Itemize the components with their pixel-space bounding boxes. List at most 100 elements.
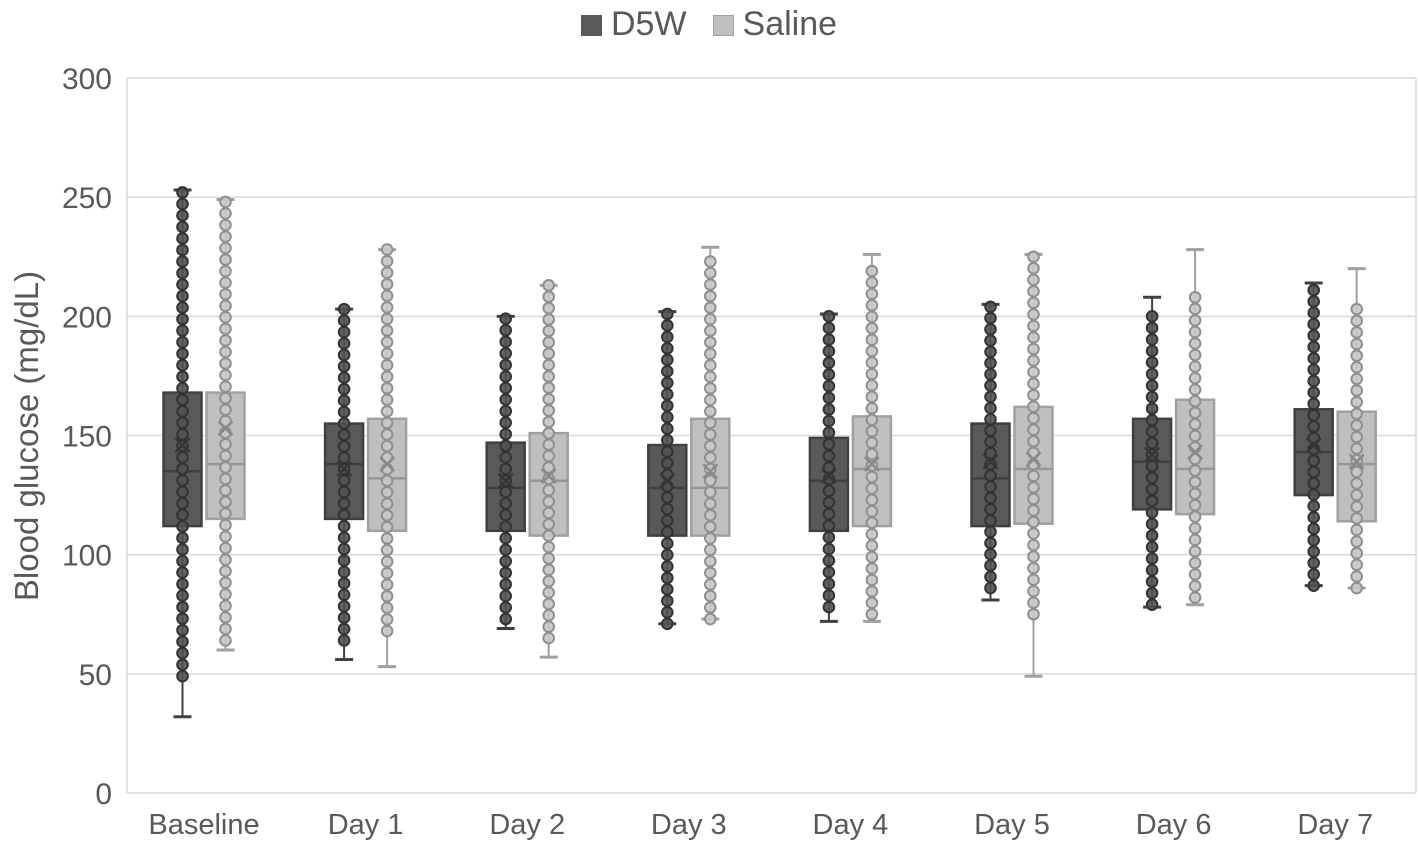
data-point (1145, 575, 1159, 588)
mean-marker (863, 456, 880, 473)
data-point (1027, 481, 1040, 494)
data-point (704, 324, 717, 338)
y-tick-label: 0 (95, 778, 112, 811)
legend-label-d5w: D5W (610, 5, 687, 43)
data-point (337, 588, 351, 602)
data-point (1307, 329, 1320, 342)
data-point (822, 310, 836, 323)
data-point (219, 264, 232, 278)
data-point (704, 543, 717, 557)
data-point (176, 404, 189, 418)
x-category-label: Day 1 (328, 809, 404, 841)
mean-marker (1187, 444, 1204, 461)
data-point (219, 345, 232, 359)
data-point (176, 370, 189, 384)
data-point (661, 399, 674, 413)
data-point (380, 277, 394, 291)
data-point (542, 370, 556, 383)
data-point (380, 381, 394, 395)
data-point (1307, 295, 1320, 308)
data-point (1188, 556, 1202, 570)
data-point (661, 606, 674, 619)
data-point (1350, 302, 1363, 316)
data-point (1188, 429, 1202, 443)
data-point (1145, 529, 1159, 542)
data-point (984, 480, 997, 494)
data-point (380, 474, 394, 488)
data-point (1350, 442, 1363, 455)
data-point (1145, 436, 1159, 450)
mean-marker (379, 456, 396, 473)
data-point (822, 414, 836, 428)
data-point (661, 491, 674, 504)
data-point (865, 527, 879, 541)
data-point (380, 324, 394, 337)
data-point (1188, 290, 1202, 304)
data-point (176, 497, 189, 510)
data-point (865, 516, 879, 530)
data-point (865, 276, 879, 289)
data-point (1350, 488, 1363, 502)
data-point (219, 634, 232, 647)
data-point (1307, 511, 1320, 524)
data-point (176, 635, 189, 648)
data-point (219, 287, 232, 301)
data-point (984, 581, 997, 595)
data-point (542, 415, 556, 429)
data-point (865, 310, 879, 324)
data-point (984, 570, 997, 584)
data-point (1027, 273, 1040, 287)
data-point (661, 365, 674, 378)
data-point (499, 531, 513, 545)
data-point (176, 220, 189, 234)
data-point (1027, 342, 1040, 356)
data-point (1188, 337, 1202, 350)
data-point (219, 230, 232, 243)
data-point (1350, 546, 1363, 560)
data-point (661, 456, 674, 470)
data-point (1307, 454, 1320, 467)
data-point (337, 439, 351, 453)
data-point (499, 612, 513, 626)
data-point (176, 462, 189, 476)
data-point (337, 314, 351, 327)
data-point (337, 474, 351, 487)
data-point (1188, 545, 1202, 558)
data-point (380, 358, 394, 372)
data-point (704, 520, 717, 534)
data-point (1145, 333, 1159, 346)
data-point (219, 391, 232, 405)
data-point (176, 393, 189, 407)
data-point (219, 530, 232, 543)
data-point (822, 484, 836, 498)
data-point (704, 566, 717, 580)
data-point (380, 301, 394, 314)
data-point (176, 289, 189, 303)
data-point (704, 393, 717, 407)
data-point (984, 424, 997, 437)
y-tick-label: 150 (62, 421, 112, 454)
data-point (822, 542, 836, 556)
data-point (337, 508, 351, 522)
data-point (542, 404, 556, 417)
data-point (380, 347, 394, 360)
x-category-label: Baseline (148, 809, 259, 841)
data-point (176, 451, 189, 464)
data-point (1188, 360, 1202, 373)
data-point (822, 531, 836, 544)
data-point (337, 565, 351, 579)
mean-marker (820, 468, 837, 484)
data-point (704, 301, 717, 314)
data-point (337, 428, 351, 442)
data-point (542, 552, 556, 565)
data-point (337, 451, 351, 464)
data-point (704, 428, 717, 441)
data-point (337, 485, 351, 499)
data-point (337, 542, 351, 556)
data-point (1307, 317, 1320, 331)
data-point (984, 322, 997, 336)
data-point (661, 422, 674, 436)
data-point (1145, 517, 1159, 531)
data-point (1027, 607, 1040, 621)
data-point (1145, 344, 1159, 358)
